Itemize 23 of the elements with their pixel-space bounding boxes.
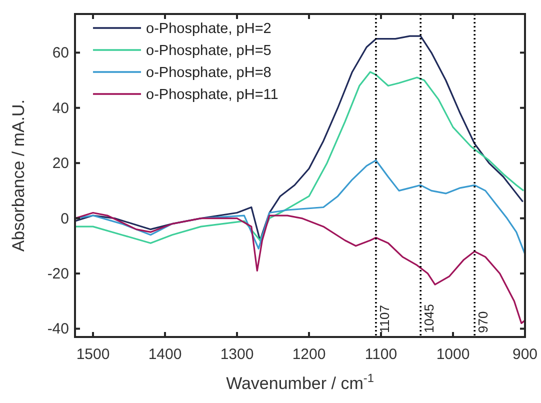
y-tick-label: 40 bbox=[52, 100, 69, 117]
y-tick-label: 20 bbox=[52, 155, 69, 172]
x-tick-label: 1000 bbox=[436, 346, 470, 363]
x-tick-label: 1100 bbox=[364, 346, 398, 363]
y-tick-label: -20 bbox=[47, 266, 69, 283]
ref-line-label: 970 bbox=[476, 311, 491, 333]
y-tick-label: 60 bbox=[52, 44, 69, 62]
x-tick-label: 1500 bbox=[76, 346, 110, 363]
y-tick-label: -40 bbox=[47, 320, 69, 338]
x-tick-label: 1200 bbox=[292, 346, 326, 363]
legend-label: o-Phosphate, pH=5 bbox=[146, 43, 272, 59]
legend-label: o-Phosphate, pH=11 bbox=[146, 87, 278, 103]
y-tick-label: 0 bbox=[60, 210, 69, 228]
ref-line-label: 1045 bbox=[422, 304, 437, 333]
x-axis-title: Wavenumber / cm$^{-1}$ bbox=[226, 371, 374, 393]
x-tick-label: 900 bbox=[512, 346, 538, 363]
ref-line-label: 1107 bbox=[376, 305, 392, 333]
legend-label: o-Phosphate, pH=2 bbox=[146, 21, 272, 37]
x-tick-label: 1300 bbox=[220, 346, 254, 363]
x-tick-label: 1400 bbox=[148, 346, 182, 363]
line-series bbox=[75, 35, 524, 242]
y-axis-title: Absorbance / mA.U. bbox=[9, 99, 28, 252]
legend-label: o-Phosphate, pH=8 bbox=[146, 65, 272, 81]
